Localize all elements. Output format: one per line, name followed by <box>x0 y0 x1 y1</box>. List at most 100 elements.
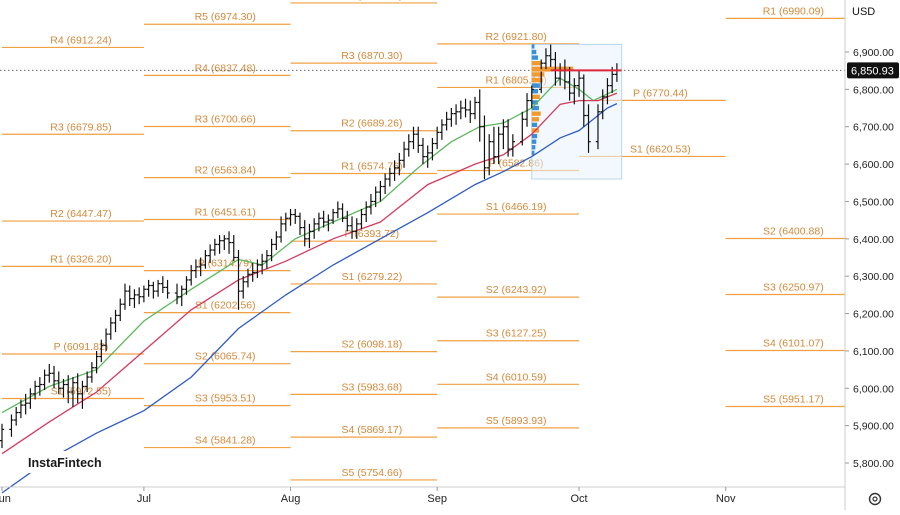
pivot-label: R4 (7031.33) <box>341 0 402 2</box>
y-tick-label: 5,900.00 <box>853 421 894 433</box>
ohlc-bar <box>477 89 482 142</box>
volume-profile-row <box>531 77 543 83</box>
ohlc-bar <box>491 126 497 165</box>
ohlc-bar <box>401 141 407 168</box>
pivot-label: R4 (6912.24) <box>50 34 111 46</box>
ohlc-bar <box>335 201 341 219</box>
gear-icon[interactable] <box>868 492 882 506</box>
ohlc-bar <box>146 279 151 297</box>
ohlc-bar <box>505 119 511 157</box>
volume-profile-row <box>531 55 539 60</box>
ohlc-bar <box>340 203 345 223</box>
ohlc-bar <box>70 377 76 407</box>
pivot-label: S4 (6101.07) <box>763 338 824 350</box>
current-price-tag-text: 6,850.93 <box>851 65 894 77</box>
ohlc-bar <box>373 186 378 208</box>
ohlc-bar <box>434 126 440 150</box>
ohlc-bar <box>13 406 19 426</box>
ohlc-bar <box>576 70 582 97</box>
ohlc-bar <box>222 235 227 251</box>
ohlc-bar <box>226 231 232 254</box>
ohlc-bar <box>132 289 137 308</box>
ohlc-bar <box>18 399 24 419</box>
ohlc-bar <box>264 250 270 269</box>
pivot-label: S3 (6127.25) <box>486 328 547 340</box>
pivot-label: R1 (6326.20) <box>50 253 111 265</box>
ohlc-bar <box>581 74 586 127</box>
ohlc-bar <box>548 44 553 67</box>
ohlc-bar <box>349 216 355 239</box>
pivot-label: S1 (5972.55) <box>51 386 112 398</box>
ohlc-bar <box>453 104 459 125</box>
ohlc-bar <box>302 220 307 247</box>
ohlc-bar <box>241 276 246 299</box>
pivot-label: R1 (6451.61) <box>195 207 256 219</box>
ohlc-bar <box>420 137 426 165</box>
volume-profile-row <box>531 133 538 139</box>
pivot-label: S2 (6243.92) <box>486 284 547 296</box>
ohlc-bar <box>330 208 336 224</box>
y-tick-label: 6,200.00 <box>853 309 894 321</box>
volume-profile-row <box>531 94 540 100</box>
ohlc-bar <box>411 126 416 150</box>
volume-profile-row <box>531 89 539 94</box>
ohlc-bar <box>392 160 397 181</box>
ohlc-bar <box>99 339 104 363</box>
ohlc-bar <box>486 134 492 176</box>
volume-profile-row <box>531 122 538 128</box>
currency-label[interactable]: USD <box>852 6 875 18</box>
ohlc-bar <box>345 210 350 232</box>
pivot-label: R1 (6574.76) <box>341 161 402 173</box>
volume-profile-box <box>531 44 623 180</box>
ohlc-bar <box>543 48 549 71</box>
x-tick-label: Aug <box>281 493 301 505</box>
volume-profile-row <box>531 150 535 156</box>
ohlc-bar <box>9 414 14 437</box>
ohlc-bar <box>160 276 166 293</box>
pivot-label: S2 (6065.74) <box>195 351 256 363</box>
volume-profile-row <box>531 61 541 66</box>
ohlc-bar <box>382 173 388 194</box>
ohlc-bar <box>61 378 66 398</box>
ohlc-bar <box>468 100 473 123</box>
pivot-label: R4 (6837.48) <box>195 62 256 74</box>
volume-profile-row <box>531 72 545 77</box>
ohlc-bar <box>510 134 516 157</box>
volume-profile-row <box>531 49 537 55</box>
volume-profile-row <box>531 105 539 111</box>
volume-profile <box>531 44 623 180</box>
ohlc-bar <box>165 279 170 299</box>
pivot-label: S5 (5754.66) <box>341 467 402 479</box>
ohlc-bar <box>539 59 544 94</box>
ohlc-bar <box>259 253 265 275</box>
pivot-label: R2 (6563.84) <box>195 165 256 177</box>
volume-profile-row <box>531 44 535 49</box>
volume-profile-row <box>531 111 541 116</box>
x-tick-label: Sep <box>427 493 447 505</box>
ohlc-bar <box>283 212 288 232</box>
volume-profile-row <box>531 145 536 150</box>
ohlc-bar <box>368 193 374 215</box>
y-tick-label: 6,500.00 <box>853 196 894 208</box>
watermark-text: InstaFintech <box>28 456 102 470</box>
y-tick-label: 5,800.00 <box>853 458 894 470</box>
volume-profile-row <box>531 66 574 71</box>
ohlc-bar <box>207 244 213 264</box>
y-tick-label: 6,700.00 <box>853 122 894 134</box>
ohlc-bar <box>605 78 610 105</box>
ohlc-bar <box>32 380 38 400</box>
ohlc-bar <box>425 145 430 168</box>
volume-profile-row <box>531 83 540 88</box>
pivot-label: S3 (6250.97) <box>763 282 824 294</box>
pivot-label: S1 (6279.22) <box>341 271 402 283</box>
pivot-label: S5 (5951.17) <box>763 394 824 406</box>
ohlc-bar <box>572 78 577 105</box>
ohlc-bar <box>449 108 454 127</box>
ohlc-bar <box>94 350 99 374</box>
ohlc-bar <box>103 328 109 351</box>
ohlc-bar <box>600 89 605 120</box>
ohlc-bar <box>378 180 383 202</box>
ohlc-bar <box>316 212 322 232</box>
pivot-label: S4 (5869.17) <box>341 424 402 436</box>
